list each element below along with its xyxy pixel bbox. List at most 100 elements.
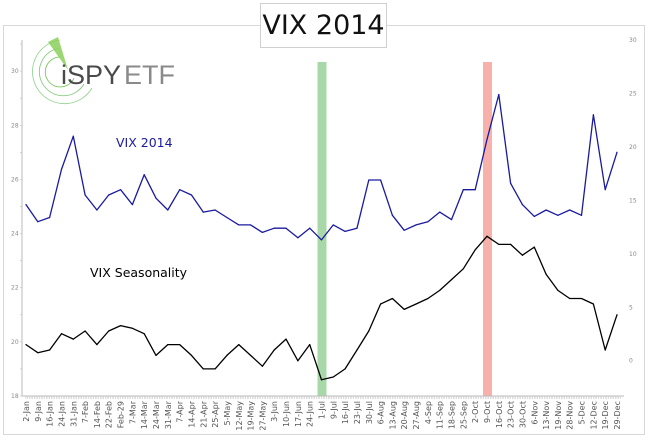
data-point-vix-seasonality <box>356 349 358 351</box>
annotation-vix-2014: VIX 2014 <box>116 135 173 150</box>
data-point-vix-2014 <box>84 194 86 196</box>
data-point-vix-seasonality <box>25 343 27 346</box>
data-point-vix-seasonality <box>155 354 157 356</box>
data-point-vix-2014 <box>521 204 524 206</box>
left-tick-label: 28 <box>11 122 19 129</box>
data-point-vix-2014 <box>356 227 358 229</box>
data-point-vix-seasonality <box>604 349 606 351</box>
x-tick-label: 12-May <box>235 401 244 431</box>
data-point-vix-seasonality <box>37 352 39 354</box>
data-point-vix-seasonality <box>143 333 145 335</box>
data-point-vix-seasonality <box>84 330 86 332</box>
data-point-vix-seasonality <box>131 327 133 329</box>
left-tick-label: 20 <box>11 339 19 346</box>
x-tick-label: 28-Nov <box>566 401 575 430</box>
x-tick-label: 11-Sep <box>436 401 445 429</box>
data-point-vix-seasonality <box>380 303 382 305</box>
data-point-vix-seasonality <box>462 268 464 270</box>
data-point-vix-2014 <box>486 138 488 141</box>
x-tick-label: 16-Jul <box>341 401 350 424</box>
data-point-vix-seasonality <box>297 360 299 362</box>
left-tick-label: 26 <box>11 176 19 183</box>
highlight-band-1-Jul <box>317 62 327 396</box>
left-tick-label: 18 <box>11 393 19 400</box>
x-tick-label: 16-Jan <box>46 401 55 427</box>
x-tick-label: 7-Apr <box>176 400 185 422</box>
logo-text-etf: ETF <box>124 60 175 90</box>
data-point-vix-seasonality <box>439 289 441 292</box>
data-point-vix-2014 <box>332 224 334 226</box>
data-point-vix-seasonality <box>592 303 594 305</box>
data-point-vix-seasonality <box>486 235 488 237</box>
data-point-vix-2014 <box>60 168 63 170</box>
data-point-vix-2014 <box>415 224 417 226</box>
data-point-vix-seasonality <box>249 354 252 356</box>
right-tick-label: 25 <box>629 90 637 97</box>
data-point-vix-seasonality <box>309 343 311 346</box>
data-point-vix-seasonality <box>108 330 110 332</box>
data-point-vix-2014 <box>108 194 110 196</box>
data-point-vix-2014 <box>273 227 275 229</box>
data-point-vix-2014 <box>616 151 618 153</box>
data-point-vix-2014 <box>320 239 323 241</box>
highlight-band-9-Oct <box>482 62 492 396</box>
data-point-vix-seasonality <box>167 343 169 346</box>
data-point-vix-seasonality <box>332 376 334 378</box>
data-point-vix-seasonality <box>510 243 512 245</box>
right-tick-label: 10 <box>629 251 637 258</box>
data-point-vix-seasonality <box>202 368 204 370</box>
data-point-vix-2014 <box>533 215 535 217</box>
data-point-vix-2014 <box>249 224 252 226</box>
data-point-vix-2014 <box>25 204 27 206</box>
data-point-vix-seasonality <box>285 338 287 340</box>
data-point-vix-2014 <box>214 209 216 211</box>
right-tick-label: 15 <box>629 197 637 204</box>
x-tick-label: 9-Oct <box>483 401 492 423</box>
data-point-vix-seasonality <box>450 278 453 281</box>
data-point-vix-seasonality <box>498 243 500 245</box>
x-tick-label: 3-Jun <box>270 401 279 422</box>
x-tick-label: 7-Feb <box>81 401 90 423</box>
x-tick-label: 20-Aug <box>400 401 409 430</box>
x-tick-label: 23-Oct <box>507 401 516 428</box>
x-tick-label: 12-Dec <box>589 401 598 430</box>
data-point-vix-seasonality <box>580 297 583 300</box>
data-point-vix-seasonality <box>391 297 394 300</box>
data-point-vix-2014 <box>545 209 547 211</box>
data-point-vix-2014 <box>368 179 370 181</box>
x-tick-label: 1-Jul <box>318 401 327 419</box>
x-tick-label: 6-Nov <box>530 401 539 425</box>
data-point-vix-2014 <box>238 224 240 226</box>
data-point-vix-2014 <box>391 214 394 216</box>
data-point-vix-seasonality <box>569 297 571 300</box>
data-point-vix-seasonality <box>403 308 405 310</box>
data-point-vix-seasonality <box>96 343 98 346</box>
x-tick-label: 27-Aug <box>412 401 421 430</box>
x-tick-label: 25-Sep <box>459 401 468 429</box>
x-tick-label: 13-Nov <box>542 401 551 430</box>
x-tick-label: 23-Jul <box>353 401 362 424</box>
x-tick-label: 21-Apr <box>199 400 208 427</box>
data-point-vix-seasonality <box>557 289 559 292</box>
data-point-vix-2014 <box>474 189 476 191</box>
data-point-vix-2014 <box>143 174 145 176</box>
data-point-vix-2014 <box>167 209 169 211</box>
x-tick-label: 16-Oct <box>495 401 504 428</box>
data-point-vix-seasonality <box>60 333 63 335</box>
data-point-vix-seasonality <box>415 303 417 305</box>
left-tick-label: 24 <box>11 231 19 238</box>
data-point-vix-seasonality <box>119 325 122 327</box>
x-tick-label: 10-Jun <box>282 401 291 427</box>
data-point-vix-2014 <box>261 231 263 234</box>
data-point-vix-2014 <box>450 219 453 221</box>
x-tick-label: 27-May <box>258 401 267 431</box>
data-point-vix-2014 <box>403 229 405 231</box>
x-tick-label: 24-Mar <box>152 400 161 429</box>
right-tick-label: 20 <box>629 144 637 151</box>
data-point-vix-2014 <box>580 214 583 216</box>
data-point-vix-seasonality <box>474 249 476 251</box>
x-tick-label: 9-Jan <box>34 401 43 422</box>
x-tick-label: 5-May <box>223 401 232 426</box>
x-tick-label: 6-Aug <box>377 401 386 424</box>
data-point-vix-seasonality <box>545 273 547 275</box>
